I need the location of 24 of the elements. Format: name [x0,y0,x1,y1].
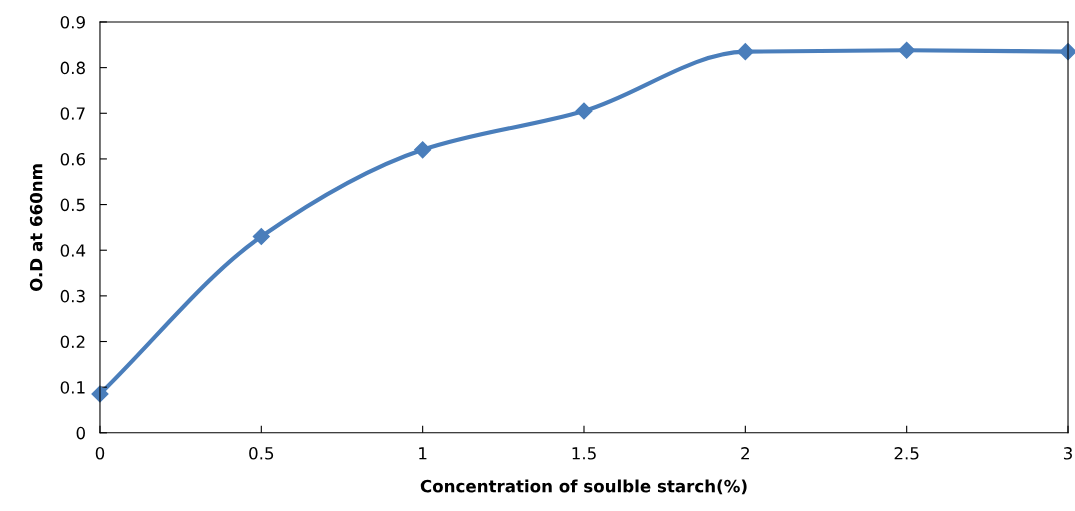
x-tick-label: 1 [419,447,427,460]
x-tick-label: 1.5 [572,447,596,460]
point [575,102,593,120]
y-tick-label: 0.6 [60,152,86,166]
point [414,141,432,159]
x-tick-label: 2 [741,447,749,460]
x-tick-label: 0.5 [249,447,274,460]
y-tick-label: 0.4 [60,244,86,257]
point [898,41,916,59]
y-axis-title: O.D at 660nm [29,164,43,291]
y-tick-label: 0.5 [60,198,85,212]
y-tick-label: 0.9 [60,15,85,29]
x-tick-label: 0 [95,447,105,460]
x-tick-label: 2.5 [894,447,919,460]
y-tick-label: 0.2 [60,335,85,349]
y-tick-label: 0 [76,426,85,440]
point [252,227,270,246]
y-tick-label: 0.1 [60,381,85,394]
point [736,43,754,61]
y-tick-label: 0.8 [60,61,85,75]
y-tick-label: 0.7 [60,107,85,120]
x-tick-label: 3 [1063,447,1072,460]
x-axis-title: Concentration of soulble starch(%) [420,479,747,495]
y-tick-label: 0.3 [60,289,85,303]
